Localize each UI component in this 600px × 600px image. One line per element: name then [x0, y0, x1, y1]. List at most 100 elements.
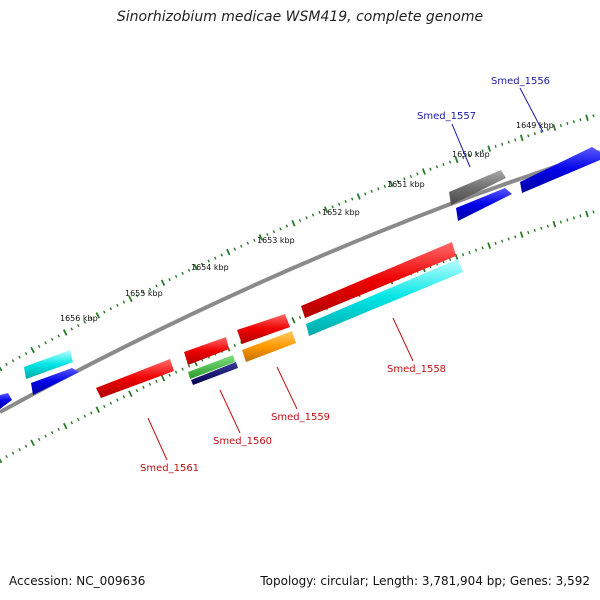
scale-tick: [461, 253, 465, 257]
gene-arrow-forward-cyan[interactable]: [24, 350, 73, 379]
scale-tick: [0, 458, 3, 464]
scale-tick: [540, 226, 543, 230]
scale-tick: [95, 312, 101, 319]
scale-tick: [370, 189, 373, 193]
scale-tick: [160, 374, 166, 382]
scale-tick: [487, 145, 492, 152]
scale-tick: [44, 434, 47, 438]
scale-tick: [128, 390, 133, 397]
scale-tick: [421, 168, 426, 175]
scale-tick: [37, 344, 41, 349]
gene-label-smed-1557[interactable]: Smed_1557: [417, 111, 476, 122]
scale-tick: [454, 156, 459, 164]
kbp-label: 1656 kbp: [60, 314, 98, 323]
scale-tick: [83, 414, 87, 418]
scale-tick: [207, 259, 210, 263]
gene-label-smed-1558[interactable]: Smed_1558: [387, 364, 446, 375]
scale-tick: [116, 398, 119, 402]
scale-tick: [351, 197, 354, 201]
scale-tick: [364, 192, 367, 196]
genome-backbone: [0, 150, 600, 414]
scale-tick: [454, 253, 459, 261]
gene-arrow-smed-1560-green[interactable]: [188, 355, 235, 379]
scale-tick: [90, 317, 93, 321]
scale-tick: [383, 184, 386, 188]
scale-tick: [135, 293, 139, 298]
scale-tick: [579, 214, 582, 218]
scale-tick: [62, 422, 68, 430]
scale-tick: [24, 351, 28, 356]
scale-tick: [70, 327, 74, 331]
scale-tick: [57, 427, 60, 431]
scale-tick: [501, 239, 504, 243]
scale-tick: [298, 315, 302, 320]
scale-tick: [546, 224, 549, 228]
scale-tick: [344, 200, 347, 204]
scale-tick: [507, 140, 510, 144]
gene-arrow-smed-1557[interactable]: [449, 170, 506, 205]
kbp-label: 1650 kbp: [452, 150, 490, 159]
kbp-label: 1652 kbp: [322, 208, 360, 217]
gene-label-smed-1559[interactable]: Smed_1559: [271, 412, 330, 423]
scale-tick: [160, 279, 166, 286]
scale-tick: [246, 241, 250, 245]
gene-arrow-smed-1558-cyan[interactable]: [306, 259, 463, 336]
scale-tick: [142, 385, 145, 390]
scale-tick: [318, 210, 321, 214]
outer-tick-ring: [0, 114, 595, 372]
scale-tick: [122, 395, 126, 399]
scale-tick: [50, 337, 54, 341]
scale-tick: [585, 210, 589, 218]
scale-tick: [24, 444, 28, 448]
scale-tick: [481, 149, 484, 153]
scale-tick: [44, 341, 47, 345]
scale-tick: [291, 316, 296, 324]
scale-tick: [272, 230, 276, 234]
scale-tick: [37, 437, 41, 442]
scale-tick: [233, 343, 236, 348]
leader-line-smed-1561: [147, 417, 168, 461]
scale-tick: [279, 227, 282, 231]
scale-tick: [155, 284, 158, 288]
scale-tick: [448, 160, 452, 164]
scale-tick: [187, 268, 191, 272]
scale-tick: [11, 451, 15, 455]
scale-tick: [501, 142, 504, 146]
scale-tick: [258, 234, 264, 241]
gene-arrow-smed-1561[interactable]: [96, 359, 174, 398]
scale-tick: [109, 307, 113, 311]
scale-tick: [559, 124, 562, 128]
scale-tick: [266, 232, 269, 237]
scale-tick: [128, 295, 133, 303]
leader-line-smed-1560: [219, 389, 241, 434]
scale-tick: [5, 454, 8, 459]
scale-tick: [533, 228, 536, 232]
gene-arrow-forward-blue[interactable]: [456, 188, 512, 221]
scale-tick: [155, 379, 158, 383]
scale-tick: [57, 334, 61, 338]
scale-tick: [552, 220, 557, 228]
gene-label-smed-1556[interactable]: Smed_1556: [491, 76, 550, 87]
gene-arrow-smed-1559-red[interactable]: [237, 314, 290, 344]
scale-tick: [481, 246, 484, 250]
scale-tick: [122, 300, 126, 304]
scale-tick: [168, 373, 171, 377]
scale-tick: [291, 219, 296, 227]
scale-tick: [298, 218, 302, 223]
scale-tick: [533, 132, 536, 136]
kbp-label: 1653 kbp: [257, 236, 295, 245]
gene-arrow-smed-1556[interactable]: [520, 147, 600, 193]
scale-tick: [527, 134, 530, 138]
gene-arrow-smed-1559[interactable]: [242, 331, 296, 362]
scale-tick: [559, 220, 562, 224]
scale-tick: [0, 366, 3, 372]
gene-label-smed-1561[interactable]: Smed_1561: [140, 463, 199, 474]
gene-label-smed-1560[interactable]: Smed_1560: [213, 436, 272, 447]
scale-tick: [585, 114, 589, 122]
gene-arrow-smed-1560-red[interactable]: [184, 337, 229, 365]
gene-arrow-forward[interactable]: [31, 368, 79, 395]
gene-arrow-forward-left[interactable]: [0, 393, 12, 409]
gene-arrow-smed-1558-red[interactable]: [301, 242, 456, 318]
gene-arrow-smed-1560-navy[interactable]: [191, 362, 238, 385]
